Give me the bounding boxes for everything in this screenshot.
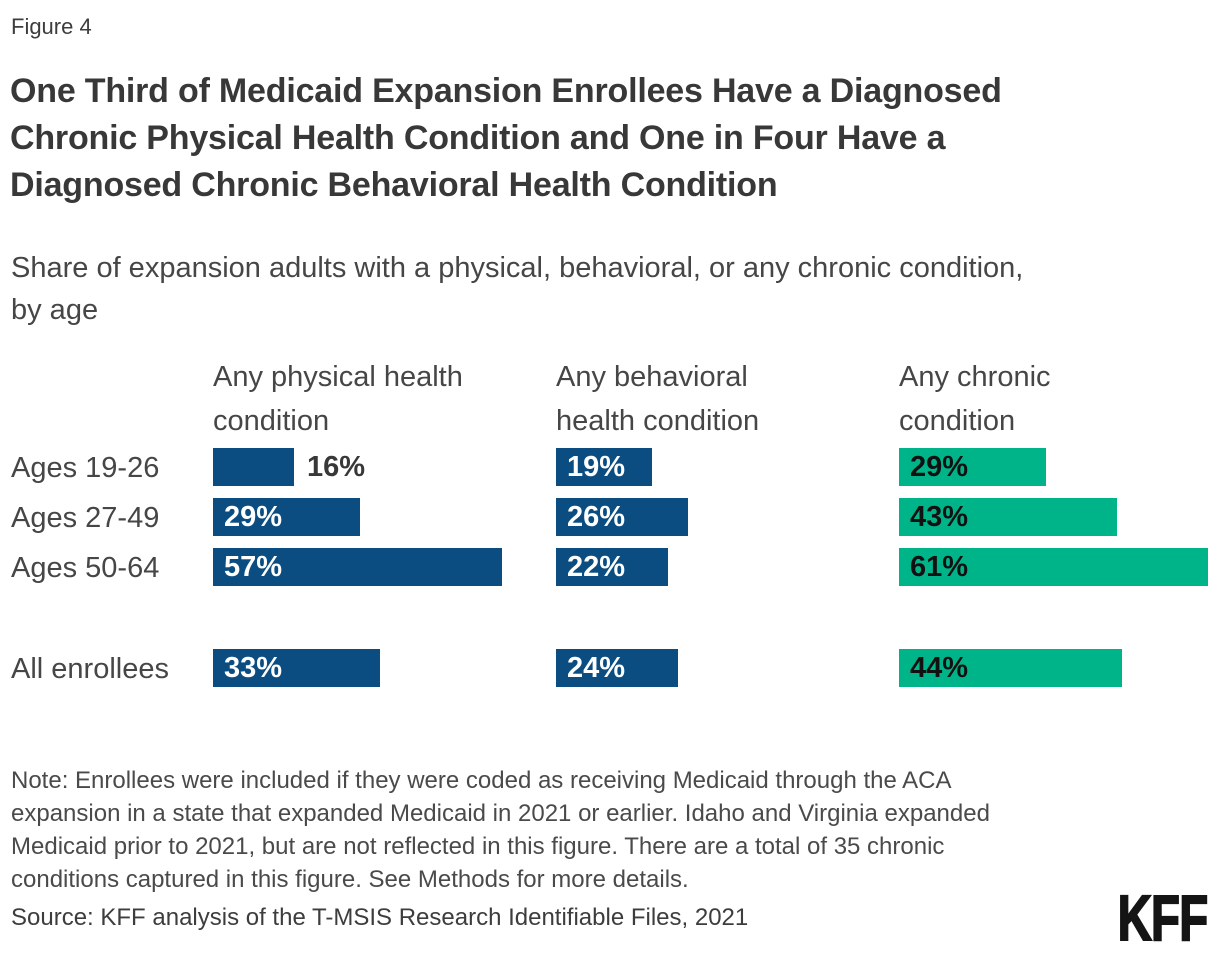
column-header-chronic-line-2: condition [899,405,1016,437]
title-line-3: Diagnosed Chronic Behavioral Health Cond… [10,166,778,204]
bar-value-label: 44% [910,652,969,684]
row-label-ages-50-64: Ages 50-64 [11,552,160,584]
column-header-behavioral-line-2: health condition [556,405,760,437]
bar-value-label: 22% [567,551,626,583]
bar-value-label: 26% [567,501,626,533]
bar-value-label: 61% [910,551,969,583]
row-label-all-enrollees: All enrollees [11,653,169,685]
bar-value-label: 19% [567,451,626,483]
column-header-behavioral-line-1: Any behavioral [556,361,748,393]
title-line-1: One Third of Medicaid Expansion Enrollee… [10,72,1002,110]
chart-subtitle: Share of expansion adults with a physica… [11,247,1023,331]
bar-series-2-row-1 [556,448,652,486]
bar-value-label: 24% [567,652,626,684]
note-line-3: Medicaid prior to 2021, but are not refl… [11,833,945,860]
column-header-behavioral: Any behavioral health condition [556,355,759,443]
bar-series-1-row-1 [213,448,294,486]
row-label-ages-27-49: Ages 27-49 [11,502,160,534]
title-line-2: Chronic Physical Health Condition and On… [10,119,946,157]
bar-value-label: 33% [224,652,283,684]
bar-value-label: 29% [910,451,969,483]
bar-series-1-row-3 [213,548,502,586]
figure-label: Figure 4 [11,14,92,39]
bar-series-3-row-4 [899,649,1122,687]
subtitle-line-2: by age [11,294,99,326]
bar-series-2-row-4 [556,649,678,687]
chart-title: One Third of Medicaid Expansion Enrollee… [10,68,1002,209]
source-text: Source: KFF analysis of the T-MSIS Resea… [11,904,749,931]
row-label-ages-19-26: Ages 19-26 [11,452,160,484]
bar-series-3-row-2 [899,498,1117,536]
bar-series-1-row-2 [213,498,360,536]
bar-value-label: 16% [307,451,366,483]
bar-series-3-row-3 [899,548,1208,586]
column-header-physical: Any physical health condition [213,355,463,443]
column-header-chronic: Any chronic condition [899,355,1051,443]
column-header-physical-line-1: Any physical health [213,361,463,393]
note-text: Note: Enrollees were included if they we… [11,764,990,896]
column-header-physical-line-2: condition [213,405,330,437]
bar-value-label: 57% [224,551,283,583]
note-line-1: Note: Enrollees were included if they we… [11,767,952,794]
bar-series-2-row-3 [556,548,668,586]
bar-value-label: 43% [910,501,969,533]
subtitle-line-1: Share of expansion adults with a physica… [11,252,1024,284]
note-line-2: expansion in a state that expanded Medic… [11,800,990,827]
bar-series-2-row-2 [556,498,688,536]
note-line-4: conditions captured in this figure. See … [11,866,689,893]
column-header-chronic-line-1: Any chronic [899,361,1051,393]
bar-value-label: 29% [224,501,283,533]
bar-series-3-row-1 [899,448,1046,486]
bar-series-1-row-4 [213,649,380,687]
kff-logo: KFF [1116,882,1208,954]
